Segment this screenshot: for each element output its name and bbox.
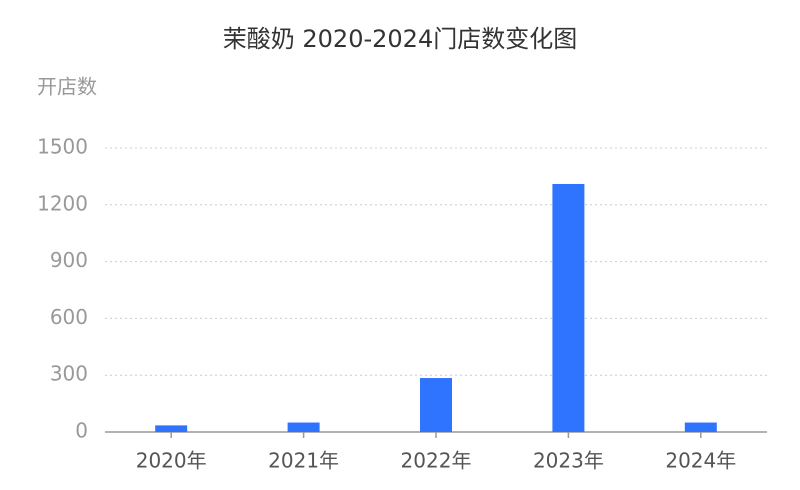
bar — [287, 422, 320, 432]
x-tick-label: 2022年 — [401, 449, 472, 473]
y-tick-label: 1500 — [37, 135, 88, 159]
y-tick-label: 900 — [50, 248, 88, 272]
chart-title: 茉酸奶 2020-2024门店数变化图 — [223, 25, 577, 53]
y-axis-label: 开店数 — [37, 75, 97, 99]
x-tick-label: 2024年 — [665, 449, 736, 473]
x-tick-label: 2023年 — [533, 449, 604, 473]
y-tick-label: 600 — [50, 305, 88, 329]
y-tick-label: 300 — [50, 362, 88, 386]
y-tick-label: 1200 — [37, 191, 88, 215]
y-tick-label: 0 — [75, 419, 88, 443]
bar — [684, 422, 717, 432]
x-tick-label: 2021年 — [268, 449, 339, 473]
x-tick-label: 2020年 — [136, 449, 207, 473]
bar — [155, 425, 188, 432]
bar — [420, 378, 452, 432]
bar — [552, 183, 585, 432]
